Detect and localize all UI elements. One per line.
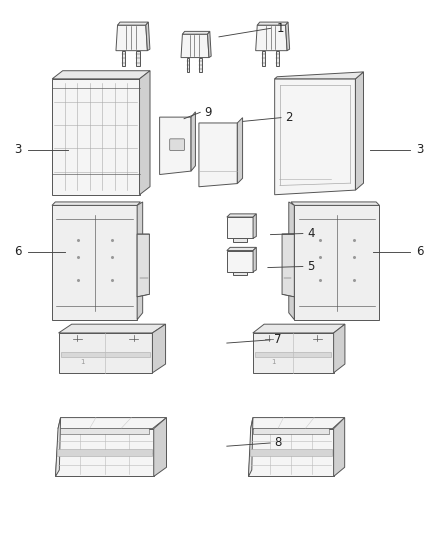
Polygon shape	[248, 429, 334, 477]
Polygon shape	[248, 417, 253, 477]
Polygon shape	[233, 272, 247, 275]
Text: 6: 6	[416, 245, 424, 258]
Polygon shape	[59, 333, 152, 373]
Polygon shape	[140, 71, 150, 195]
Polygon shape	[137, 202, 143, 320]
Polygon shape	[275, 79, 356, 195]
Polygon shape	[199, 58, 202, 71]
Polygon shape	[152, 324, 166, 373]
Polygon shape	[154, 417, 166, 477]
Polygon shape	[253, 324, 345, 333]
Polygon shape	[233, 238, 247, 241]
Polygon shape	[262, 51, 265, 66]
Polygon shape	[181, 34, 209, 58]
Polygon shape	[136, 51, 140, 66]
Polygon shape	[227, 251, 253, 272]
Polygon shape	[356, 72, 364, 190]
Polygon shape	[191, 112, 195, 171]
Text: 9: 9	[205, 106, 212, 119]
Text: 8: 8	[274, 437, 282, 449]
Polygon shape	[56, 429, 154, 477]
Polygon shape	[286, 22, 290, 51]
Polygon shape	[52, 202, 141, 205]
Polygon shape	[289, 202, 294, 320]
Polygon shape	[182, 31, 210, 34]
Polygon shape	[52, 205, 137, 320]
Polygon shape	[227, 214, 256, 217]
Polygon shape	[56, 417, 60, 477]
Text: 5: 5	[307, 260, 314, 273]
Polygon shape	[291, 202, 379, 205]
Polygon shape	[60, 427, 149, 434]
Polygon shape	[257, 22, 288, 25]
Polygon shape	[253, 214, 256, 238]
Polygon shape	[199, 123, 237, 187]
Polygon shape	[237, 118, 243, 183]
Text: 3: 3	[14, 143, 22, 156]
Text: 1: 1	[271, 359, 275, 365]
Text: 1: 1	[80, 359, 84, 365]
Polygon shape	[255, 352, 332, 357]
Polygon shape	[253, 247, 256, 272]
Polygon shape	[253, 333, 334, 373]
Polygon shape	[159, 117, 191, 174]
Text: 6: 6	[14, 245, 22, 258]
Polygon shape	[294, 205, 379, 320]
Polygon shape	[227, 247, 256, 251]
Polygon shape	[256, 25, 287, 51]
Polygon shape	[187, 58, 189, 71]
Polygon shape	[117, 22, 148, 25]
Polygon shape	[146, 22, 150, 51]
Polygon shape	[57, 449, 152, 456]
Polygon shape	[122, 51, 125, 66]
Polygon shape	[61, 352, 150, 357]
Polygon shape	[59, 324, 166, 333]
Polygon shape	[251, 417, 345, 429]
Polygon shape	[52, 79, 140, 195]
Text: 2: 2	[285, 111, 293, 124]
FancyBboxPatch shape	[170, 139, 184, 150]
Polygon shape	[227, 217, 253, 238]
Text: 3: 3	[416, 143, 424, 156]
Polygon shape	[253, 427, 329, 434]
Polygon shape	[334, 324, 345, 373]
Text: 1: 1	[276, 22, 284, 35]
Polygon shape	[137, 234, 149, 297]
Polygon shape	[275, 72, 364, 79]
Polygon shape	[250, 449, 332, 456]
Polygon shape	[52, 71, 150, 79]
Polygon shape	[116, 25, 148, 51]
Polygon shape	[276, 51, 279, 66]
Polygon shape	[208, 31, 211, 58]
Polygon shape	[58, 417, 166, 429]
Text: 7: 7	[274, 333, 282, 346]
Polygon shape	[282, 234, 294, 297]
Polygon shape	[334, 417, 345, 477]
Text: 4: 4	[307, 227, 314, 240]
